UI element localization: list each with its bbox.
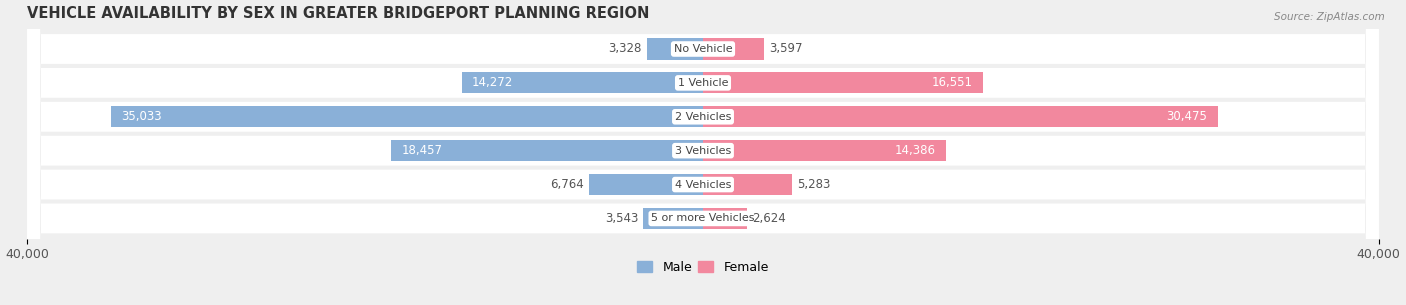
Text: 2,624: 2,624 xyxy=(752,212,786,225)
Text: 4 Vehicles: 4 Vehicles xyxy=(675,180,731,189)
Text: 5,283: 5,283 xyxy=(797,178,831,191)
Text: 3 Vehicles: 3 Vehicles xyxy=(675,146,731,156)
Legend: Male, Female: Male, Female xyxy=(633,256,773,279)
Text: 3,328: 3,328 xyxy=(609,42,641,56)
Bar xyxy=(703,140,946,161)
Bar xyxy=(643,208,703,229)
Text: 14,386: 14,386 xyxy=(894,144,936,157)
Text: 2 Vehicles: 2 Vehicles xyxy=(675,112,731,122)
Text: 35,033: 35,033 xyxy=(121,110,162,123)
Bar xyxy=(647,38,703,59)
Bar xyxy=(703,72,983,93)
Text: 1 Vehicle: 1 Vehicle xyxy=(678,78,728,88)
Text: 3,543: 3,543 xyxy=(605,212,638,225)
FancyBboxPatch shape xyxy=(28,0,1378,305)
Text: 5 or more Vehicles: 5 or more Vehicles xyxy=(651,214,755,224)
FancyBboxPatch shape xyxy=(28,0,1378,305)
Text: 3,597: 3,597 xyxy=(769,42,803,56)
Bar xyxy=(111,106,703,127)
Text: 14,272: 14,272 xyxy=(472,76,513,89)
Bar xyxy=(703,174,792,195)
Text: 18,457: 18,457 xyxy=(402,144,443,157)
Text: 6,764: 6,764 xyxy=(550,178,583,191)
Text: Source: ZipAtlas.com: Source: ZipAtlas.com xyxy=(1274,12,1385,22)
Bar xyxy=(703,106,1218,127)
FancyBboxPatch shape xyxy=(28,0,1378,305)
FancyBboxPatch shape xyxy=(28,0,1378,305)
Text: 16,551: 16,551 xyxy=(931,76,973,89)
Bar xyxy=(391,140,703,161)
FancyBboxPatch shape xyxy=(28,0,1378,305)
FancyBboxPatch shape xyxy=(28,0,1378,305)
Bar xyxy=(703,38,763,59)
Bar xyxy=(703,208,748,229)
Bar xyxy=(589,174,703,195)
Text: 30,475: 30,475 xyxy=(1167,110,1208,123)
Bar xyxy=(463,72,703,93)
Text: VEHICLE AVAILABILITY BY SEX IN GREATER BRIDGEPORT PLANNING REGION: VEHICLE AVAILABILITY BY SEX IN GREATER B… xyxy=(28,5,650,20)
Text: No Vehicle: No Vehicle xyxy=(673,44,733,54)
